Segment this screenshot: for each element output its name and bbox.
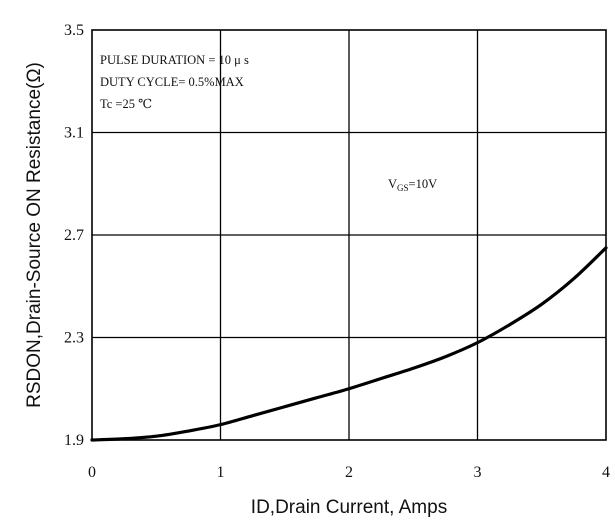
y-tick-label: 1.9 [64,432,84,449]
annotation-temperature: Tc =25 ℃ [100,97,152,111]
annotation-vgs: VGS=10V [388,177,437,193]
x-tick-label: 3 [474,464,482,481]
y-tick-label: 2.3 [64,330,84,347]
y-axis-title: RSDON,Drain-Source ON Resistance(Ω) [24,62,45,408]
annotation-vgs-subscript: GS [397,183,409,193]
x-axis-title: ID,Drain Current, Amps [251,497,447,518]
x-tick-label: 1 [217,464,225,481]
x-tick-label: 4 [602,464,610,481]
x-tick-labels: 0 1 2 3 4 [88,464,610,481]
annotation-vgs-main: V [388,177,397,191]
y-tick-label: 3.1 [64,125,84,142]
annotation-vgs-value: =10V [409,177,438,191]
annotation-pulse-duration: PULSE DURATION = 10 μ s [100,53,249,67]
grid [92,30,606,440]
x-tick-label: 2 [345,464,353,481]
series-line [90,246,608,442]
annotation-duty-cycle: DUTY CYCLE= 0.5%MAX [100,75,244,89]
y-tick-labels: 1.9 2.3 2.7 3.1 3.5 [64,22,84,449]
plot-frame [91,29,607,441]
y-tick-label: 2.7 [64,227,84,244]
y-tick-label: 3.5 [64,22,84,39]
x-tick-label: 0 [88,464,96,481]
